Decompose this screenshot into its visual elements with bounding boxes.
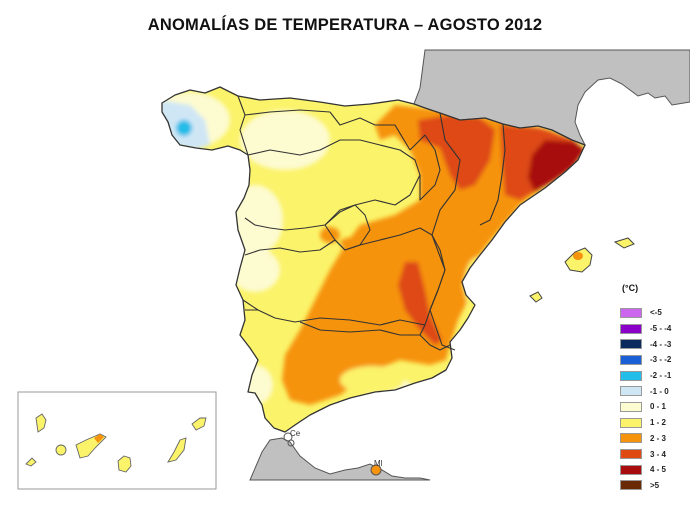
legend-item: -3 - -2 xyxy=(620,352,690,368)
legend-label: -4 - -3 xyxy=(650,339,672,349)
legend-item: -1 - 0 xyxy=(620,383,690,399)
melilla-marker xyxy=(370,464,382,476)
legend-item: 0 - 1 xyxy=(620,399,690,415)
legend-swatch xyxy=(620,449,642,460)
legend-swatch xyxy=(620,354,642,365)
legend-label: -5 - -4 xyxy=(650,324,672,334)
legend-label: <-5 xyxy=(650,308,662,318)
legend-label: >5 xyxy=(650,480,660,490)
legend-swatch xyxy=(620,339,642,350)
map-title: ANOMALÍAS DE TEMPERATURA – AGOSTO 2012 xyxy=(147,16,543,34)
legend-item: 3 - 4 xyxy=(620,446,690,462)
legend-unit: (°C) xyxy=(622,283,639,293)
legend-label: 2 - 3 xyxy=(650,433,667,443)
legend-label: -2 - -1 xyxy=(650,371,672,381)
legend-swatch xyxy=(620,464,642,475)
legend-item: 2 - 3 xyxy=(620,431,690,447)
legend-label: 3 - 4 xyxy=(650,449,667,459)
morocco-land xyxy=(249,437,431,481)
legend-item: >5 xyxy=(620,478,690,494)
region-borders xyxy=(161,86,586,433)
legend-label: 1 - 2 xyxy=(650,418,667,428)
legend-label: -1 - 0 xyxy=(650,386,669,396)
legend-swatch xyxy=(620,307,642,318)
legend-item: 4 - 5 xyxy=(620,462,690,478)
legend-swatch xyxy=(620,433,642,444)
legend: (°C) <-5 -5 - -4 -4 - -3 -3 - -2 -2 - -1… xyxy=(620,283,690,493)
ceuta-label: Ce xyxy=(290,429,301,438)
balearic-islands xyxy=(529,237,635,303)
legend-item: 1 - 2 xyxy=(620,415,690,431)
legend-swatch xyxy=(620,480,642,491)
legend-swatch xyxy=(620,401,642,412)
legend-label: 4 - 5 xyxy=(650,465,667,475)
legend-label: -3 - -2 xyxy=(650,355,672,365)
legend-item: -2 - -1 xyxy=(620,368,690,384)
legend-item: <-5 xyxy=(620,305,690,321)
legend-swatch xyxy=(620,370,642,381)
legend-item: -5 - -4 xyxy=(620,321,690,337)
legend-swatch xyxy=(620,417,642,428)
melilla-label: Ml xyxy=(374,459,383,468)
legend-swatch xyxy=(620,323,642,334)
legend-label: 0 - 1 xyxy=(650,402,667,412)
canary-islands-inset xyxy=(17,391,217,490)
legend-items: <-5 -5 - -4 -4 - -3 -3 - -2 -2 - -1 -1 -… xyxy=(620,305,690,493)
ceuta-marker xyxy=(283,432,295,447)
legend-swatch xyxy=(620,386,642,397)
legend-item: -4 - -3 xyxy=(620,336,690,352)
